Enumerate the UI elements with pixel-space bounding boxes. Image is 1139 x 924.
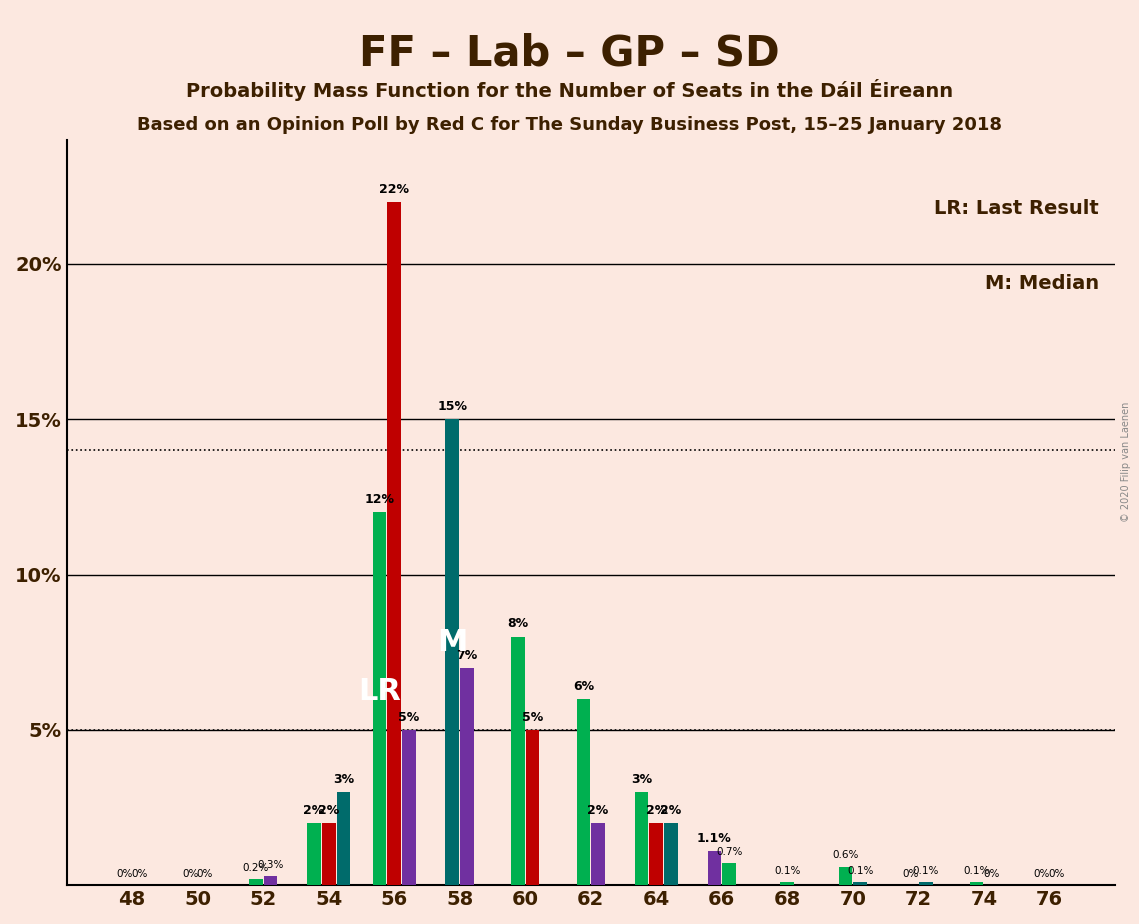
Bar [249,879,263,885]
Bar [308,823,321,885]
Text: 0%: 0% [197,869,213,879]
Text: 12%: 12% [364,493,394,506]
Bar [707,851,721,885]
Text: 0.7%: 0.7% [716,847,743,857]
Text: 0.1%: 0.1% [847,866,874,876]
Text: 5%: 5% [522,711,543,723]
Text: Based on an Opinion Poll by Red C for The Sunday Business Post, 15–25 January 20: Based on an Opinion Poll by Red C for Th… [137,116,1002,133]
Bar [634,792,648,885]
Text: 2%: 2% [303,804,325,817]
Bar [838,867,852,885]
Text: M: Median: M: Median [985,274,1099,293]
Text: 6%: 6% [573,679,593,693]
Bar [511,637,525,885]
Bar [780,882,794,885]
Text: © 2020 Filip van Laenen: © 2020 Filip van Laenen [1121,402,1131,522]
Text: 3%: 3% [333,772,354,785]
Text: 0.6%: 0.6% [833,850,859,860]
Text: 5%: 5% [399,711,419,723]
Text: 0.3%: 0.3% [257,859,284,869]
Text: 0%: 0% [1034,869,1050,879]
Bar [591,823,605,885]
Text: LR: Last Result: LR: Last Result [934,200,1099,218]
Bar [445,419,459,885]
Bar [460,668,474,885]
Bar [919,882,933,885]
Bar [576,699,590,885]
Text: LR: LR [358,677,401,706]
Text: 0%: 0% [1049,869,1065,879]
Text: 0.1%: 0.1% [964,866,990,876]
Text: 2%: 2% [646,804,667,817]
Text: 2%: 2% [588,804,608,817]
Bar [322,823,336,885]
Bar [853,882,867,885]
Text: 2%: 2% [318,804,339,817]
Text: 0.1%: 0.1% [775,866,801,876]
Bar [402,730,416,885]
Bar [969,882,983,885]
Text: 0.1%: 0.1% [912,866,939,876]
Bar [336,792,351,885]
Bar [372,513,386,885]
Bar [722,863,736,885]
Text: 0.2%: 0.2% [243,863,269,872]
Bar [649,823,663,885]
Text: 0%: 0% [182,869,198,879]
Text: 3%: 3% [631,772,653,785]
Text: 15%: 15% [437,400,467,413]
Bar [387,201,401,885]
Text: 1.1%: 1.1% [697,832,731,845]
Text: 8%: 8% [507,617,528,630]
Text: 0%: 0% [116,869,133,879]
Text: 2%: 2% [661,804,681,817]
Bar [526,730,540,885]
Bar [664,823,678,885]
Bar [264,876,278,885]
Text: 7%: 7% [457,649,477,662]
Text: 22%: 22% [379,183,409,196]
Text: 0%: 0% [903,869,919,879]
Text: 0%: 0% [983,869,999,879]
Text: 0%: 0% [131,869,148,879]
Text: Probability Mass Function for the Number of Seats in the Dáil Éireann: Probability Mass Function for the Number… [186,79,953,101]
Text: M: M [437,628,467,657]
Text: FF – Lab – GP – SD: FF – Lab – GP – SD [359,32,780,74]
